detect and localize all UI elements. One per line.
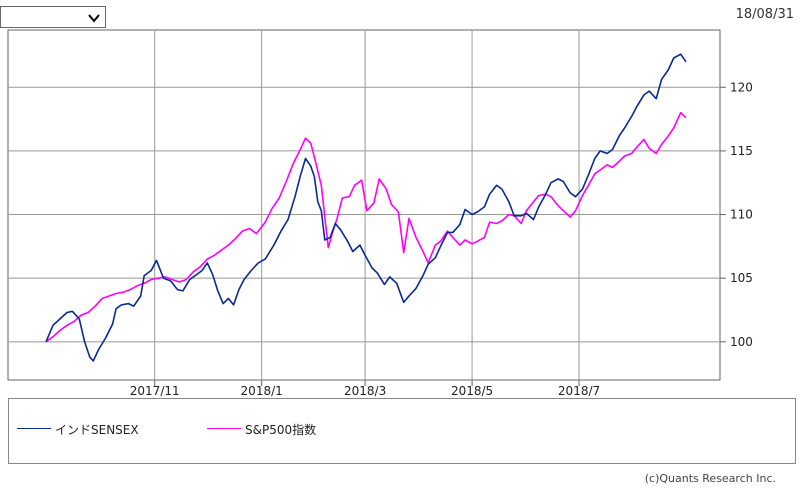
legend-label-sensex: インドSENSEX xyxy=(55,423,139,437)
series-line-sensex xyxy=(45,53,687,362)
chevron-down-icon xyxy=(87,10,101,29)
copyright-text: (c)Quants Research Inc. xyxy=(644,472,776,485)
period-select[interactable] xyxy=(0,6,106,28)
y-tick-label: 115 xyxy=(730,144,753,158)
y-tick-label: 100 xyxy=(730,335,753,349)
plot-area xyxy=(7,29,721,381)
as-of-date: 18/08/31 xyxy=(735,7,794,22)
y-tick-label: 105 xyxy=(730,271,753,285)
x-tick-label: 2018/3 xyxy=(344,384,386,398)
series-line-sp500 xyxy=(45,111,687,343)
legend-line-sensex xyxy=(17,428,51,429)
legend-line-sp500 xyxy=(207,428,241,429)
x-tick-label: 2018/5 xyxy=(451,384,493,398)
y-tick-label: 120 xyxy=(730,80,753,94)
chart-legend: インドSENSEX S&P500指数 xyxy=(8,398,796,464)
line-chart: 2017/11 2018/1 2018/3 2018/5 2018/7 100 105 110… xyxy=(7,29,753,398)
y-tick-label: 110 xyxy=(730,208,753,222)
x-tick-label: 2018/7 xyxy=(558,384,600,398)
legend-label-sp500: S&P500指数 xyxy=(245,423,317,437)
x-tick-label: 2018/1 xyxy=(241,384,283,398)
x-tick-label: 2017/11 xyxy=(130,384,180,398)
